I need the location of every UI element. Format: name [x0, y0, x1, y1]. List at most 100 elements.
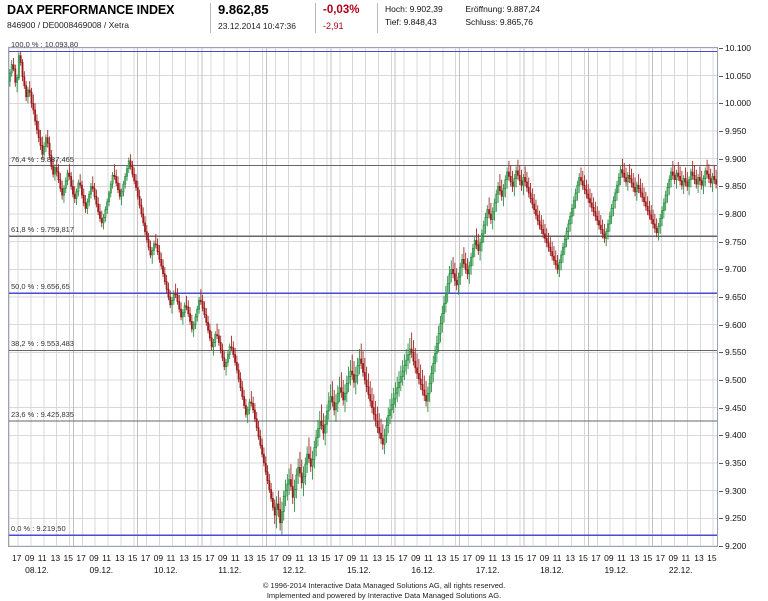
- time-tick-hour: 09: [346, 553, 357, 563]
- fibonacci-level-label: 38,2 % : 9.553,483: [11, 339, 74, 349]
- price-tick-label: 9.300: [725, 485, 747, 496]
- time-tick-hour: 13: [308, 553, 318, 563]
- time-tick-hour: 15: [63, 553, 73, 563]
- change-block: -0,03% -2,91: [315, 3, 377, 33]
- open-value: 9.887,24: [506, 4, 540, 14]
- percent-change: -0,03%: [323, 4, 360, 16]
- time-tick-hour: 15: [642, 553, 653, 563]
- time-tick-date: 10.12.: [153, 565, 178, 575]
- time-tick-hour: 15: [449, 553, 460, 563]
- time-tick-hour: 09: [411, 553, 421, 563]
- low-label: Tief:: [385, 17, 402, 27]
- candlestick-series: [9, 51, 717, 535]
- price-tick-label: 9.550: [725, 347, 747, 358]
- time-tick-hour: 13: [629, 553, 640, 563]
- time-tick-date: 22.12.: [668, 565, 693, 575]
- time-tick-hour: 13: [114, 553, 125, 563]
- close-label: Schluss:: [465, 17, 498, 27]
- time-tick-hour: 15: [127, 553, 138, 563]
- time-tick-hour: 17: [205, 553, 215, 563]
- price-tick-mark: [719, 48, 723, 49]
- high-label: Hoch:: [385, 4, 408, 14]
- price-tick-label: 9.900: [725, 153, 747, 164]
- time-tick-date: 19.12.: [604, 565, 629, 575]
- price-tick-mark: [719, 380, 723, 381]
- footer-line-2: Implemented and powered by Interactive D…: [266, 591, 502, 600]
- time-tick-hour: 17: [591, 553, 601, 563]
- price-tick-mark: [719, 407, 723, 409]
- price-tick-label: 9.250: [725, 513, 747, 524]
- time-tick-hour: 09: [475, 553, 485, 563]
- instrument-block: DAX PERFORMANCE INDEX 846900 / DE0008469…: [0, 3, 210, 33]
- time-tick-hour: 11: [102, 553, 111, 563]
- last-price: 9.862,85: [218, 2, 269, 17]
- close-value: 9.865,76: [499, 17, 533, 27]
- open-label: Eröffnung:: [465, 4, 505, 14]
- fibonacci-level-label: 0,0 % : 9.219,50: [11, 524, 66, 534]
- time-tick-hour: 17: [333, 553, 344, 563]
- price-tick-mark: [719, 352, 723, 354]
- low-value: 9.848,43: [403, 17, 437, 27]
- page-title: DAX PERFORMANCE INDEX: [7, 3, 175, 17]
- price-tick-mark: [719, 297, 723, 298]
- time-tick-date: 08.12.: [25, 565, 49, 575]
- price-tick-label: 9.650: [725, 292, 747, 302]
- time-tick-hour: 11: [488, 553, 498, 563]
- time-tick-hour: 13: [372, 553, 382, 563]
- price-tick-label: 9.800: [725, 209, 747, 219]
- time-tick-hour: 15: [578, 553, 588, 563]
- time-tick-date: 16.12.: [411, 565, 435, 575]
- high-value: 9.902,39: [409, 4, 443, 14]
- time-tick-hour: 09: [282, 553, 292, 563]
- time-tick-hour: 17: [655, 553, 666, 563]
- time-tick-hour: 17: [12, 553, 22, 563]
- fibonacci-level-label: 23,6 % : 9.425,835: [11, 410, 74, 420]
- price-chart[interactable]: [8, 47, 718, 547]
- time-tick-hour: 11: [617, 553, 626, 563]
- time-tick-hour: 09: [604, 553, 614, 563]
- time-tick-date: 11.12.: [218, 565, 242, 575]
- quote-header: DAX PERFORMANCE INDEX 846900 / DE0008469…: [0, 0, 768, 40]
- fibonacci-level-label: 100,0 % : 10.093,80: [11, 40, 79, 50]
- time-tick-hour: 13: [50, 553, 61, 563]
- price-tick-label: 9.850: [725, 181, 747, 192]
- absolute-change: -2,91: [323, 21, 344, 31]
- time-tick-hour: 17: [76, 553, 86, 563]
- time-tick-hour: 11: [166, 553, 176, 563]
- ohlc-block: Hoch: 9.902,39 Eröffnung: 9.887,24 Tief:…: [377, 3, 577, 33]
- price-tick-label: 9.350: [725, 458, 747, 468]
- time-tick-date: 18.12.: [540, 565, 564, 575]
- time-tick-date: 17.12.: [475, 565, 500, 575]
- time-tick-hour: 17: [140, 553, 151, 563]
- time-tick-hour: 11: [37, 553, 47, 563]
- price-tick-label: 9.200: [725, 541, 747, 551]
- price-tick-mark: [719, 490, 723, 492]
- time-tick-hour: 13: [501, 553, 511, 563]
- time-tick-hour: 09: [668, 553, 678, 563]
- time-tick-hour: 15: [192, 553, 202, 563]
- instrument-identifiers: 846900 / DE0008469008 / Xetra: [7, 20, 129, 30]
- price-block: 9.862,85 23.12.2014 10:47:36: [210, 3, 315, 33]
- copyright-footer: © 1996-2014 Interactive Data Managed Sol…: [0, 581, 768, 601]
- price-tick-label: 10.100: [725, 43, 751, 53]
- time-tick-hour: 09: [539, 553, 550, 563]
- price-tick-label: 9.700: [725, 264, 747, 275]
- time-tick-hour: 11: [423, 553, 433, 563]
- time-tick-date: 12.12.: [282, 565, 307, 575]
- time-tick-hour: 13: [179, 553, 189, 563]
- time-tick-date: 15.12.: [347, 565, 371, 575]
- price-tick-mark: [719, 214, 723, 215]
- fibonacci-level-label: 61,8 % : 9.759,817: [11, 225, 74, 235]
- price-tick-label: 9.600: [725, 319, 747, 330]
- time-tick-hour: 17: [269, 553, 279, 563]
- chart-canvas[interactable]: [9, 48, 717, 546]
- time-tick-date: 09.12.: [89, 565, 114, 575]
- price-tick-mark: [719, 463, 723, 464]
- price-tick-label: 9.450: [725, 402, 747, 413]
- price-tick-mark: [719, 186, 723, 188]
- time-tick-hour: 15: [256, 553, 267, 563]
- time-tick-hour: 13: [694, 553, 704, 563]
- time-tick-hour: 15: [320, 553, 331, 563]
- time-tick-hour: 11: [295, 553, 305, 563]
- footer-line-1: © 1996-2014 Interactive Data Managed Sol…: [262, 581, 506, 590]
